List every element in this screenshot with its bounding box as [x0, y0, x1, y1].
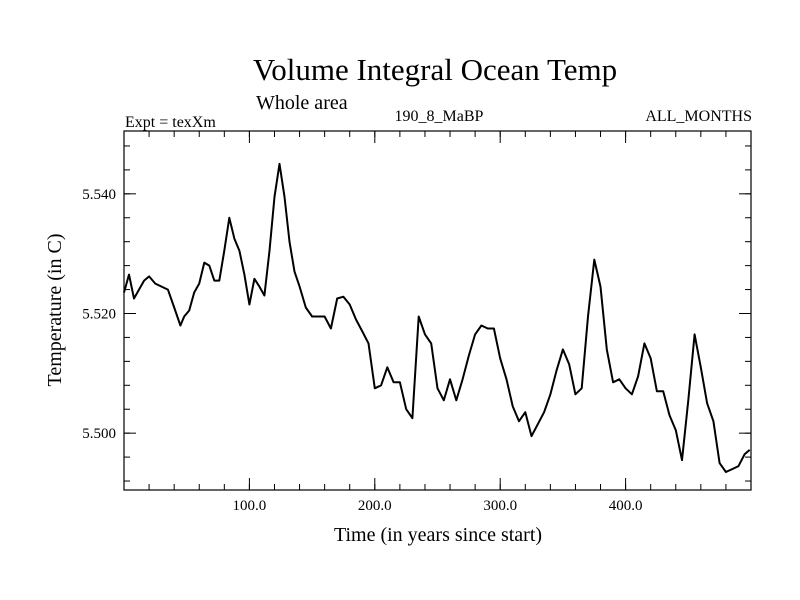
x-axis-label: Time (in years since start) — [334, 524, 542, 546]
axis-ticks — [124, 131, 751, 490]
y-tick-label: 5.520 — [82, 306, 116, 322]
chart-subtitle: Whole area — [256, 92, 348, 114]
months-label: ALL_MONTHS — [645, 108, 752, 125]
y-axis-label: Temperature (in C) — [44, 234, 66, 387]
y-tick-label: 5.500 — [82, 426, 116, 442]
axis-tick-labels: 100.0 200.0 300.0 400.0 5.500 5.520 5.540 — [82, 187, 642, 514]
y-tick-label: 5.540 — [82, 187, 116, 203]
plot-frame — [123, 130, 752, 491]
x-tick-label: 300.0 — [483, 498, 517, 514]
experiment-label: Expt = texXm — [125, 114, 216, 131]
run-label: 190_8_MaBP — [395, 108, 484, 125]
x-tick-label: 200.0 — [358, 498, 392, 514]
x-tick-label: 400.0 — [609, 498, 643, 514]
chart-title: Volume Integral Ocean Temp — [253, 52, 617, 87]
x-tick-label: 100.0 — [233, 498, 267, 514]
series-line — [123, 162, 751, 473]
